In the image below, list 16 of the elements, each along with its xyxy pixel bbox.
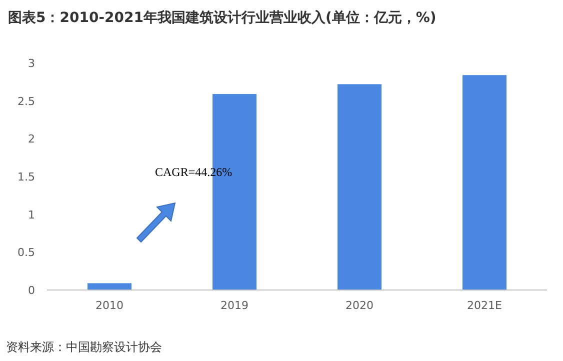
y-tick-label: 2.5	[18, 94, 35, 108]
y-tick-label: 2	[28, 132, 35, 146]
y-tick-label: 1.5	[18, 170, 35, 184]
x-tick-label: 2010	[96, 299, 124, 312]
bar	[88, 283, 132, 290]
chart-title: 图表5：2010-2021年我国建筑设计行业营业收入(单位：亿元，%)	[8, 10, 436, 26]
bar	[338, 84, 382, 290]
y-tick-label: 1	[28, 208, 35, 222]
y-tick-label: 0	[28, 284, 35, 297]
text: 资料来源：中国勘察设计协会	[6, 340, 162, 354]
y-tick-label: 0.5	[18, 246, 35, 260]
y-tick-label: 3	[28, 57, 35, 70]
x-tick-label: 2019	[220, 299, 248, 312]
x-tick-label: 2020	[346, 299, 374, 312]
x-tick-label: 2021E	[467, 299, 502, 312]
bar	[462, 75, 506, 290]
